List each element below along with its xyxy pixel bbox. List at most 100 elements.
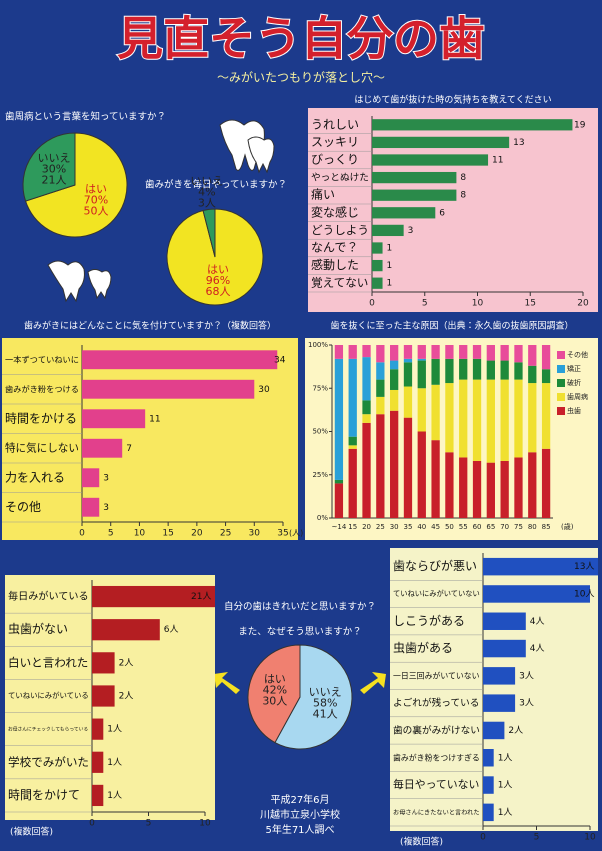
bar — [372, 154, 489, 166]
value-label: 1 — [387, 279, 393, 289]
bar — [92, 685, 115, 707]
bar-segment — [334, 483, 344, 518]
bar-segment — [445, 452, 454, 518]
slice-count: 3人 — [198, 197, 216, 210]
bar-segment — [514, 362, 523, 380]
bar — [483, 639, 526, 658]
value-label: 34 — [274, 355, 286, 365]
x-tick-label: 35 — [277, 529, 288, 539]
value-label: 3 — [103, 503, 109, 513]
y-tick-label: 0% — [317, 514, 328, 522]
bar — [82, 409, 146, 429]
category-label: 虫歯がない — [8, 621, 68, 636]
x-tick-label: 15 — [162, 529, 173, 539]
value-label: 1人 — [498, 808, 513, 818]
slice-count: 30人 — [262, 695, 287, 708]
value-label: 8 — [460, 173, 466, 183]
pie-slice — [247, 644, 301, 744]
slice-count: 68人 — [206, 285, 231, 298]
bar-segment — [390, 369, 399, 390]
bar — [82, 350, 278, 370]
bar-segment — [541, 383, 551, 449]
bar — [372, 136, 510, 149]
category-label: 歯みがき粉をつける — [5, 384, 79, 394]
value-label: 1人 — [107, 758, 122, 768]
bar-segment — [376, 379, 385, 397]
pie-subtitle: また、なぜそう思いますか？ — [238, 627, 362, 638]
value-label: 2人 — [508, 726, 523, 736]
bar-segment — [334, 479, 344, 484]
bar-segment — [390, 345, 399, 361]
bar-segment — [445, 383, 454, 453]
category-label: びっくり — [311, 153, 359, 167]
bar — [92, 718, 104, 740]
footer-survey: 5年生71人調べ — [265, 823, 334, 836]
value-label: 1人 — [498, 753, 513, 763]
x-tick-label: 70 — [500, 523, 509, 531]
bar — [372, 277, 383, 289]
bar-segment — [541, 345, 551, 370]
footer-school: 川越市立泉小学校 — [260, 808, 340, 821]
category-label: 時間をかける — [5, 411, 77, 425]
x-tick-label: 65 — [486, 523, 495, 531]
bar-segment — [362, 414, 371, 423]
bar-segment — [431, 345, 440, 359]
slice-category: はい — [207, 263, 229, 276]
x-tick-label: 55 — [459, 523, 468, 531]
bar-segment — [500, 379, 509, 461]
value-label: 19 — [574, 120, 586, 130]
slice-count: 41人 — [313, 707, 338, 720]
bar-segment — [486, 379, 495, 463]
bar-segment — [541, 448, 551, 518]
bar-segment — [500, 345, 509, 361]
chart-title: 歯を抜くに至った主な原因（出典：永久歯の抜歯原因調査） — [330, 320, 573, 332]
slice-percent: 58% — [313, 696, 337, 709]
x-tick-label: 0 — [369, 299, 375, 309]
bar — [483, 776, 494, 794]
value-label: 3人 — [519, 699, 534, 709]
pie-slice — [22, 132, 76, 202]
bars — [92, 585, 215, 807]
bar — [372, 119, 573, 131]
bar-segment — [528, 365, 537, 384]
panel — [2, 338, 298, 540]
x-tick-label: 50 — [445, 523, 454, 531]
legend-label: 虫歯 — [567, 406, 581, 415]
bar — [92, 751, 104, 773]
x-tick-label: ~14 — [332, 523, 347, 531]
x-tick-label: 45 — [431, 523, 440, 531]
note: (複数回答) — [400, 836, 443, 848]
category-label: 歯ならびが悪い — [393, 558, 477, 573]
x-tick-label: 80 — [528, 523, 537, 531]
bar-segment — [417, 345, 426, 359]
value-label: 1 — [387, 261, 393, 271]
bar — [372, 171, 457, 184]
poster-title: 見直そう自分の歯 — [117, 12, 485, 66]
category-label: ていねいにみがいている — [8, 691, 89, 700]
x-tick-label: 0 — [89, 819, 95, 829]
bar-segment — [445, 358, 454, 384]
category-label: しこうがある — [393, 613, 465, 628]
category-label: ていねいにみがいていない — [393, 589, 480, 598]
bar-segment — [348, 445, 357, 449]
value-label: 1 — [387, 244, 393, 254]
category-label: 特に気にしない — [5, 441, 79, 454]
x-unit: (人) — [289, 529, 303, 538]
value-label: 7 — [126, 444, 132, 454]
bar-segment — [362, 422, 371, 518]
bar-segment — [417, 358, 426, 361]
note: (複数回答) — [10, 826, 53, 838]
tooth-illustration — [47, 119, 275, 303]
category-label: 感動した — [311, 257, 359, 272]
x-tick-label: 15 — [348, 523, 357, 531]
bar — [372, 189, 457, 201]
bar — [483, 694, 516, 712]
bar-segment — [431, 440, 440, 518]
bar-segment — [472, 379, 482, 461]
bar-segment — [403, 358, 413, 363]
bar-segment — [514, 345, 523, 363]
category-label: 毎日やっていない — [393, 778, 479, 791]
bar-segment — [459, 457, 468, 518]
bar-segment — [390, 389, 399, 411]
